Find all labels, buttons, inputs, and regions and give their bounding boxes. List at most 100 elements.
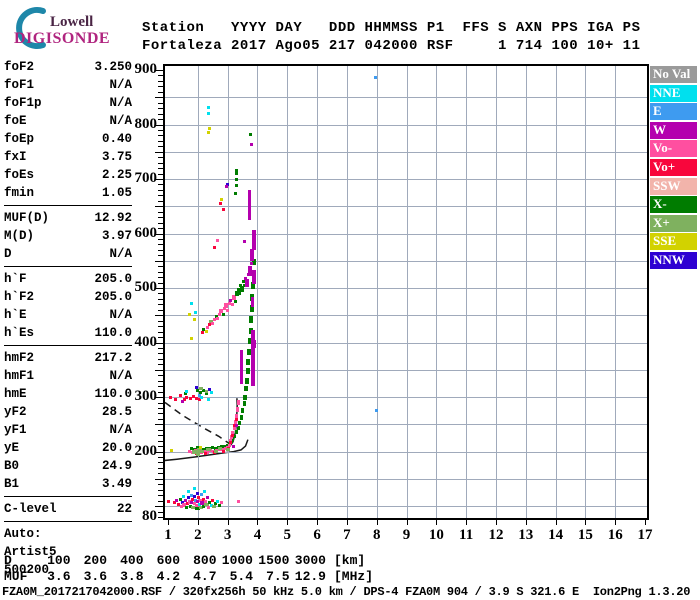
- param-group: C-level 22: [4, 500, 132, 522]
- y-axis-tick: [158, 353, 163, 355]
- y-axis-tick: [155, 124, 163, 126]
- echo-point: [232, 444, 236, 448]
- echo-point: [234, 290, 239, 296]
- x-axis-tick: [346, 520, 348, 525]
- echo-point: [225, 182, 229, 186]
- param-value: N/A: [109, 247, 132, 261]
- echo-point: [197, 397, 201, 401]
- echo-point: [231, 431, 235, 436]
- echo-point: [244, 276, 247, 280]
- echo-point: [184, 506, 188, 510]
- x-axis-tick: [466, 520, 468, 525]
- param-label: foE: [4, 114, 27, 128]
- y-axis-tick: [158, 473, 163, 475]
- echo-point: [203, 500, 207, 504]
- param-row: fmin 1.05: [4, 184, 132, 202]
- param-value: 3.49: [101, 477, 132, 491]
- y-axis-tick: [158, 516, 163, 518]
- gridline: [165, 124, 647, 126]
- echo-point: [205, 390, 209, 394]
- y-axis-tick: [155, 233, 163, 235]
- echo-point: [239, 414, 243, 420]
- y-axis-label: 500: [134, 279, 158, 296]
- y-axis-tick: [158, 391, 163, 393]
- echo-point: [186, 490, 190, 494]
- y-axis-tick: [158, 277, 163, 279]
- gridline: [165, 233, 647, 235]
- echo-point: [195, 389, 199, 393]
- x-axis-tick: [555, 520, 557, 525]
- echo-point: [229, 439, 233, 444]
- gridline: [197, 66, 199, 518]
- param-label: M(D): [4, 229, 35, 243]
- echo-point: [238, 420, 242, 425]
- echo-point: [208, 387, 212, 391]
- y-axis-tick: [158, 467, 163, 469]
- echo-point: [228, 441, 232, 445]
- echo-point: [185, 501, 189, 505]
- x-axis-tick: [227, 520, 229, 525]
- param-value: 3.250: [94, 60, 132, 74]
- echo-point: [220, 447, 224, 451]
- echo-point: [212, 245, 216, 249]
- echo-point: [202, 504, 206, 508]
- echo-point: [217, 312, 221, 316]
- echo-point: [217, 503, 221, 507]
- echo-point: [202, 489, 206, 493]
- echo-point: [200, 500, 205, 505]
- distance-value: 200: [83, 553, 107, 568]
- echo-point: [211, 499, 215, 503]
- x-axis-tick: [525, 520, 527, 525]
- x-axis-tick: [645, 520, 646, 525]
- echo-point: [224, 302, 229, 308]
- echo-point: [200, 450, 205, 454]
- y-axis-tick: [158, 457, 163, 459]
- gridline: [165, 424, 647, 426]
- gridline: [165, 397, 647, 399]
- echo-point: [175, 499, 179, 503]
- x-axis-tick: [257, 520, 259, 525]
- echo-point: [237, 500, 241, 504]
- echo-point: [206, 506, 210, 510]
- param-value: 205.0: [94, 272, 132, 286]
- x-axis-label: 16: [607, 527, 623, 543]
- y-axis-label: 600: [134, 224, 158, 241]
- param-label: foF1p: [4, 96, 42, 110]
- echo-point: [205, 496, 209, 500]
- gridline: [227, 66, 229, 518]
- muf-value: 5.4: [229, 569, 253, 584]
- legend-item-ssw: SSW: [650, 177, 697, 195]
- param-row: hmF1 N/A: [4, 367, 132, 385]
- echo-point: [196, 447, 202, 452]
- y-axis-tick: [158, 489, 163, 491]
- y-axis-tick: [158, 200, 163, 202]
- echo-point: [195, 452, 200, 457]
- echo-point: [248, 133, 252, 137]
- echo-point: [195, 386, 199, 390]
- echo-point: [249, 305, 254, 313]
- param-value: N/A: [109, 369, 132, 383]
- gridline: [165, 260, 647, 262]
- param-label: hmF1: [4, 369, 35, 383]
- echo-point: [228, 298, 232, 302]
- param-label: 500200: [4, 563, 50, 577]
- echo-point: [232, 426, 236, 431]
- echo-point: [205, 330, 209, 334]
- param-label: hmE: [4, 387, 27, 401]
- y-axis-tick: [158, 446, 163, 448]
- echo-point: [190, 501, 194, 505]
- param-label: fmin: [4, 186, 35, 200]
- gridline: [165, 478, 647, 480]
- gridline: [466, 66, 468, 518]
- param-row: D N/A: [4, 245, 132, 263]
- gridline: [165, 288, 647, 290]
- echo-point: [179, 505, 183, 509]
- echo-point: [205, 448, 211, 452]
- y-axis-tick: [155, 70, 163, 71]
- lowell-digisonde-logo: Lowell DIGISONDE: [6, 4, 126, 52]
- echo-point: [212, 505, 217, 509]
- y-axis-label: 300: [134, 388, 158, 405]
- echo-point: [223, 307, 227, 311]
- y-axis-tick: [158, 462, 163, 464]
